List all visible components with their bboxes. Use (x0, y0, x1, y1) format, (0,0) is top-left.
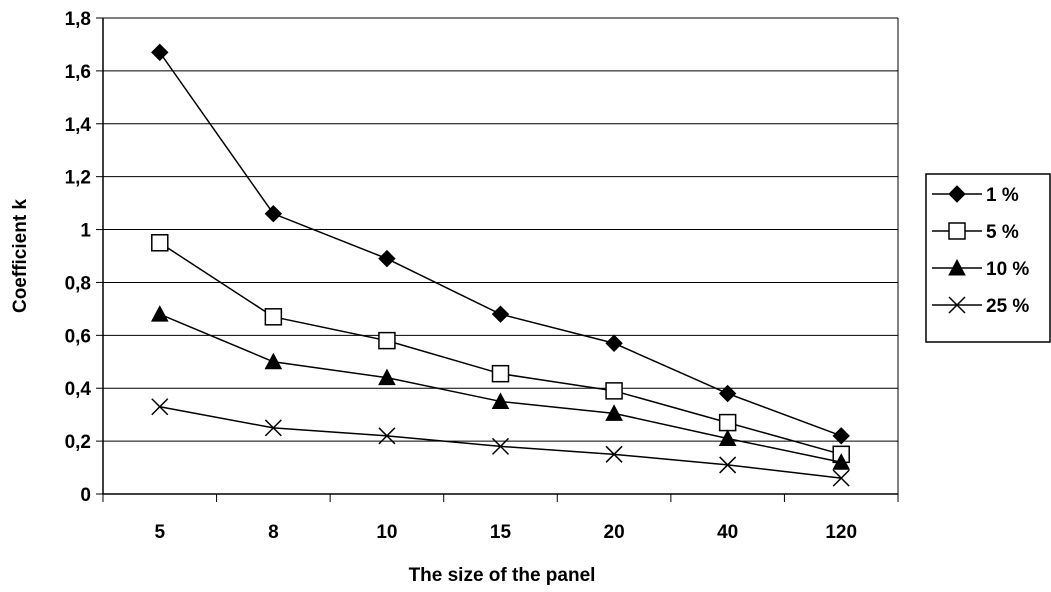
series-4 (151, 398, 850, 487)
square-marker (605, 382, 623, 400)
diamond-marker (151, 43, 169, 62)
y-tick-label: 1 (80, 221, 91, 242)
x-marker (719, 456, 737, 474)
diamond-marker (491, 305, 510, 323)
y-tick-labels: 0 0,2 0,4 0,6 0,8 1 1,2 1,4 1,6 1,8 (65, 9, 92, 506)
y-tick-label: 1,6 (65, 62, 91, 83)
x-tick-label: 40 (717, 522, 738, 543)
x-marker (948, 296, 966, 314)
y-tick-label: 0 (80, 485, 91, 506)
series-2 (151, 234, 850, 464)
square-marker (264, 308, 283, 326)
square-marker (151, 234, 169, 252)
diamond-marker (378, 249, 396, 268)
triangle-marker (150, 305, 169, 322)
legend-label: 10 % (986, 259, 1029, 280)
legend-label: 5 % (986, 222, 1019, 243)
diamond-marker (832, 427, 850, 445)
square-marker (948, 222, 966, 240)
x-marker-stroke (719, 456, 737, 474)
x-marker-stroke (948, 296, 966, 314)
x-marker (264, 419, 282, 437)
x-tick-label: 15 (490, 522, 512, 543)
x-marker-stroke (151, 398, 169, 416)
x-marker (832, 469, 850, 487)
triangle-marker (264, 352, 283, 370)
x-tick-label: 20 (604, 522, 625, 543)
legend: 1 % 5 % 10 % 25 % (925, 173, 1051, 343)
legend-label: 25 % (986, 296, 1029, 317)
square-marker (718, 413, 737, 432)
y-tick-label: 0,4 (65, 379, 92, 400)
x-tick-label: 120 (825, 522, 857, 543)
x-marker (151, 398, 169, 416)
series-line (159, 242, 842, 456)
x-marker (605, 445, 623, 463)
y-tick-label: 0,2 (65, 432, 91, 453)
triangle-marker (378, 368, 396, 386)
legend-item: 10 % (932, 258, 1029, 280)
diamond-marker (718, 384, 737, 403)
y-tick-label: 0,6 (65, 326, 91, 347)
triangle-marker (491, 392, 510, 409)
series-3 (150, 305, 851, 470)
diamond-marker (264, 204, 283, 223)
x-marker (378, 427, 396, 445)
square-marker (491, 364, 510, 383)
x-marker-stroke (378, 427, 396, 445)
y-tick-label: 1,4 (65, 115, 92, 136)
legend-item: 5 % (932, 222, 1019, 243)
x-marker-stroke (264, 419, 282, 437)
x-tick-labels: 5 8 10 15 20 40 120 (154, 522, 857, 543)
x-marker-stroke (605, 445, 623, 463)
triangle-marker (948, 258, 966, 276)
series-group (150, 43, 851, 487)
x-axis-label: The size of the panel (409, 565, 596, 586)
x-tick-label: 5 (154, 522, 165, 543)
series-line (159, 405, 842, 479)
x-marker-stroke (832, 469, 850, 487)
triangle-marker (832, 453, 851, 470)
y-tick-label: 1,8 (65, 9, 91, 30)
axes (96, 17, 899, 502)
y-axis-label: Coefficient k (10, 199, 31, 313)
triangle-marker (718, 429, 737, 446)
legend-label: 1 % (986, 185, 1019, 206)
x-marker (491, 437, 510, 455)
triangle-marker (605, 404, 623, 421)
legend-box (925, 173, 1051, 343)
square-marker (378, 331, 396, 350)
y-tick-label: 1,2 (65, 168, 91, 189)
y-tick-label: 0,8 (65, 273, 91, 294)
diamond-marker (605, 334, 623, 352)
legend-item: 25 % (932, 296, 1029, 317)
x-marker-stroke (491, 437, 510, 455)
x-tick-label: 8 (268, 522, 279, 543)
legend-item: 1 % (932, 185, 1019, 206)
diamond-marker (948, 185, 966, 203)
x-tick-label: 10 (376, 522, 397, 543)
series-1 (151, 43, 850, 445)
